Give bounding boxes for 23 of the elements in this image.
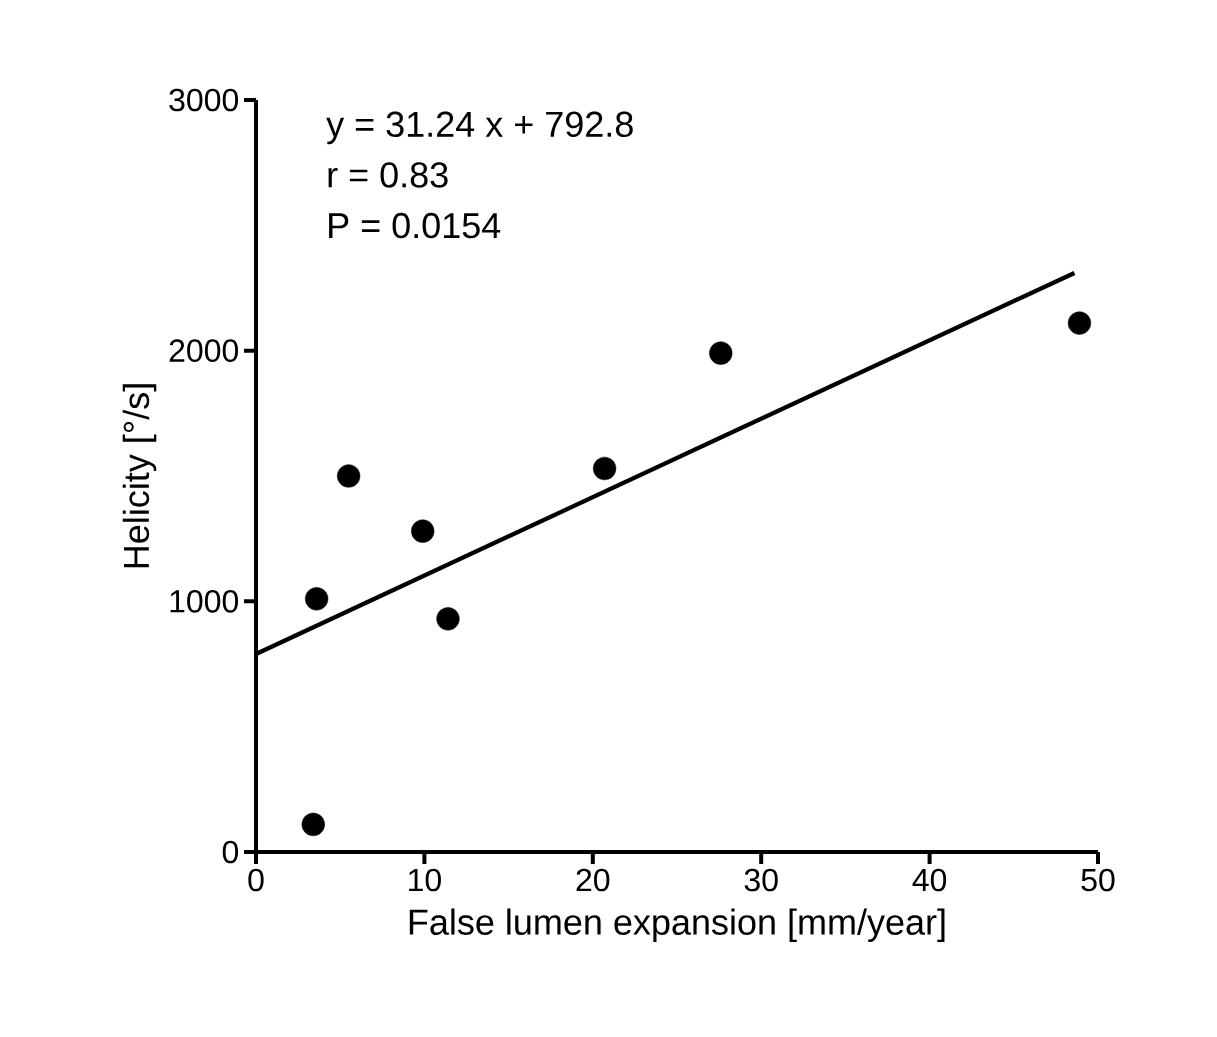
x-tick-label: 30 [744,868,778,892]
point [337,464,361,488]
annotation: y = 31.24 x + 792.8 [326,111,633,145]
x-axis-title: False lumen expansion [mm/year] [409,908,945,943]
annotation: P = 0.0154 [329,212,501,239]
point [305,587,329,611]
point [1067,311,1092,335]
y-tick-label: 3000 [169,88,239,112]
y-tick-label: 1000 [170,590,239,613]
point [592,456,617,481]
annotation: r = 0.83 [328,162,448,188]
y-tick-label: 0 [222,840,239,864]
point [301,812,325,837]
x-tick-label: 20 [576,868,610,892]
x-tick-label: 50 [1081,868,1115,892]
point [411,519,435,543]
x-tick-label: 0 [248,868,264,892]
point [709,341,733,365]
x-tick-label: 40 [912,868,947,892]
x-tick-label: 10 [409,868,441,892]
y-axis-title: Helicity [°/s] [122,384,157,568]
point [436,607,460,631]
y-tick-label: 2000 [169,339,239,362]
